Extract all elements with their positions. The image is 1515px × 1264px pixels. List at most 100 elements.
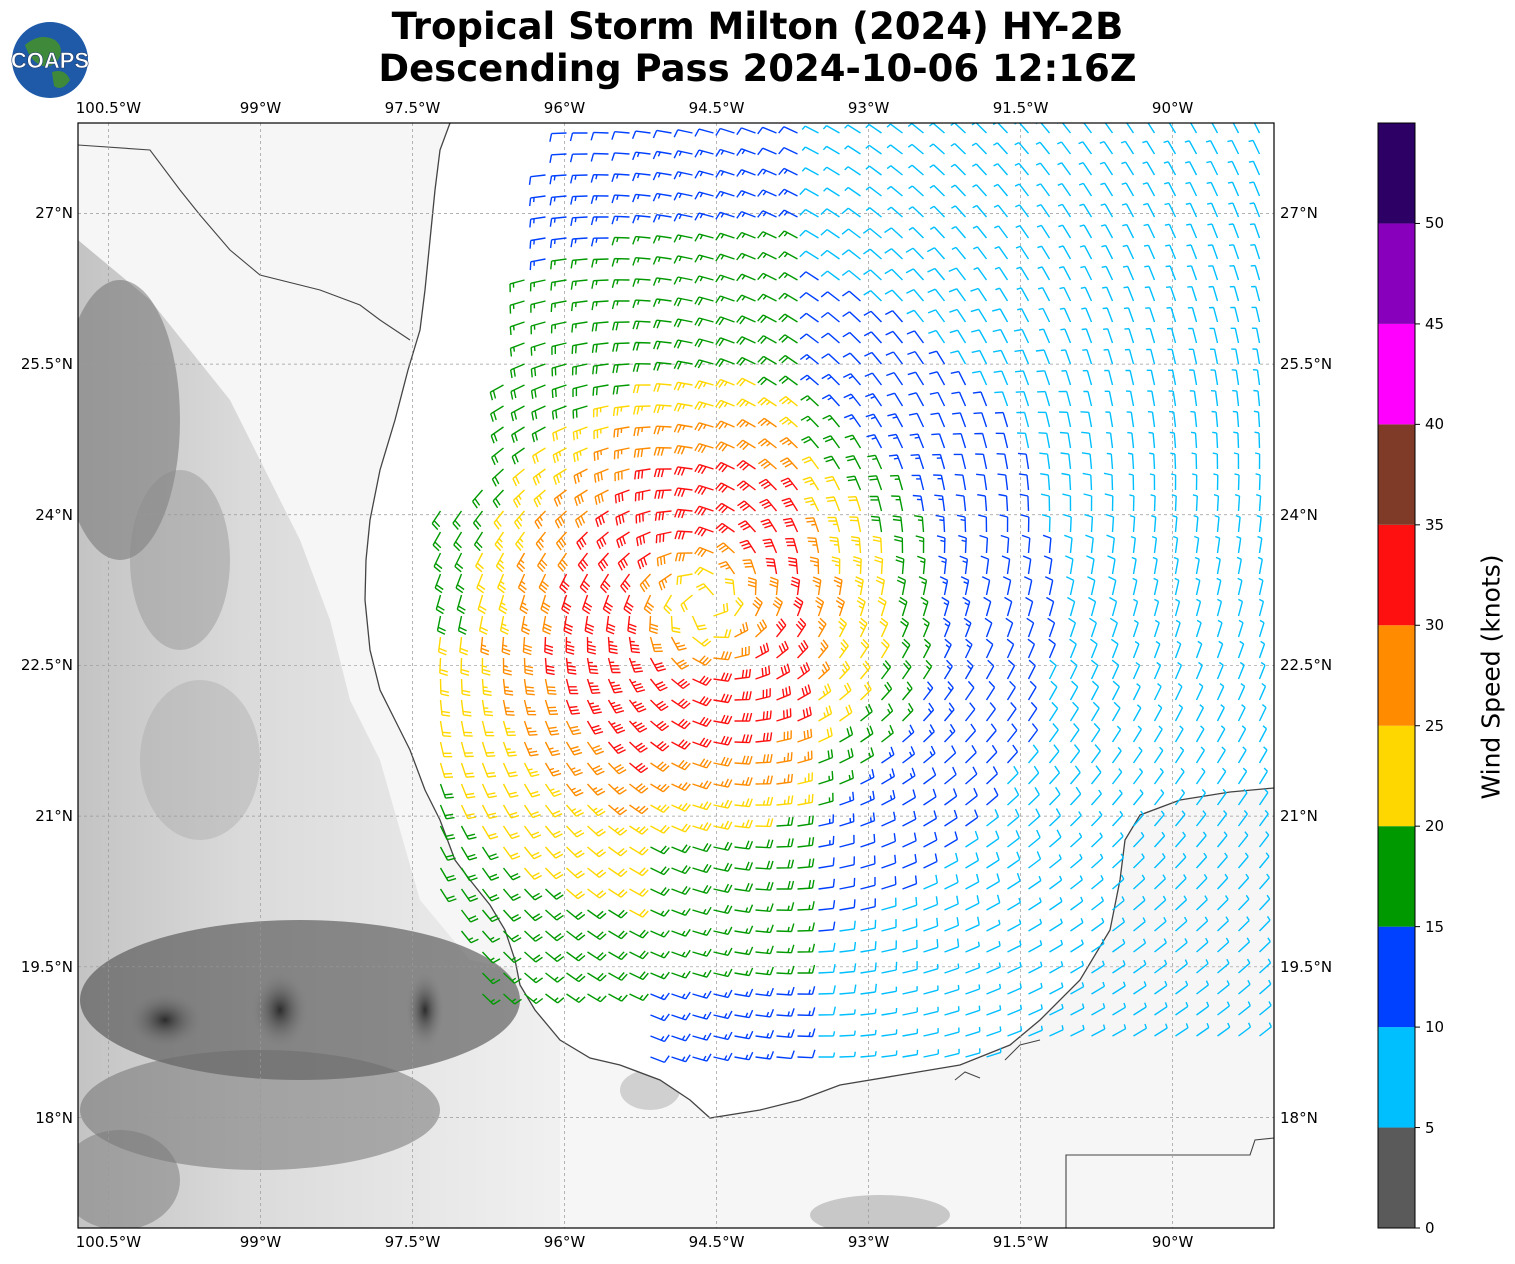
wind-barb-stroke [694,149,714,158]
wind-barb [510,384,525,400]
wind-barb [1099,161,1114,176]
wind-barb [929,205,945,218]
wind-barb-stroke [550,300,567,313]
wind-barb [694,380,714,390]
wind-barb [1035,141,1051,155]
wind-barb-stroke [736,252,756,261]
wind-barb [576,531,588,550]
wind-barb [1014,141,1030,155]
colorbar-label: 15 [1425,917,1445,936]
wind-barb [611,236,630,246]
wind-barb-stroke [948,288,967,302]
wind-barb [632,384,651,394]
wind-barb-stroke [951,225,967,239]
wind-barb [1213,473,1219,491]
wind-barb-stroke [865,123,882,134]
wind-barb [591,279,609,289]
wind-barb-stroke [611,279,630,288]
wind-barb [759,498,778,512]
lat-tick-label-left: 24°N [35,505,73,524]
wind-barb-stroke [1078,182,1093,197]
wind-barb [1036,203,1051,218]
wind-barb [591,258,609,268]
wind-barb-stroke [950,184,967,197]
wind-barb-stroke [1165,265,1177,281]
wind-barb [971,123,987,134]
wind-barb [515,531,526,551]
wind-barb-stroke [927,288,946,302]
colorbar-segment [1378,1027,1415,1128]
wind-barb [1229,265,1240,281]
wind-barb-stroke [821,353,840,365]
wind-barb-stroke [884,289,904,302]
wind-barb-stroke [1035,162,1051,176]
wind-barb-stroke [869,495,883,512]
wind-barb-stroke [652,150,672,160]
wind-barb [694,463,714,475]
wind-barb [715,253,735,262]
wind-barb [779,437,798,449]
wind-barb-stroke [590,195,609,204]
wind-barb [975,453,988,470]
wind-barb-stroke [1207,223,1219,239]
wind-barb-stroke [1013,328,1030,344]
wind-barb [1078,123,1093,134]
wind-barb [570,258,588,269]
wind-barb [652,192,672,202]
wind-barb [694,317,714,327]
wind-barb-stroke [529,195,546,207]
wind-barb-stroke [992,328,1009,344]
wind-barb [1149,452,1156,470]
wind-barb-stroke [1187,286,1198,302]
wind-barb-stroke [992,308,1009,323]
wind-barb-stroke [1165,244,1177,260]
wind-barb-stroke [694,484,714,495]
wind-barb [736,418,756,428]
wind-barb-stroke [653,468,672,478]
wind-barb [884,248,903,260]
wind-barb-stroke [550,258,567,270]
wind-barb-stroke [906,309,925,323]
wind-barb-stroke [905,268,925,281]
wind-barb-stroke [1038,307,1051,323]
wind-barb-stroke [845,455,862,470]
wind-barb-stroke [615,510,630,526]
wind-barb [530,384,546,399]
wind-barb [549,216,567,227]
wind-barb [1015,225,1030,239]
wind-barb-stroke [655,531,672,544]
wind-barb-stroke [570,216,588,227]
lon-tick-label-bottom: 99°W [239,1233,282,1251]
wind-barb-stroke [1227,160,1240,176]
wind-barb [1081,307,1093,323]
wind-barb [736,273,756,282]
wind-barb-stroke [1206,202,1219,218]
wind-barb [1212,431,1219,449]
wind-barb-stroke [1103,328,1114,344]
wind-barb [1082,349,1093,365]
wind-barb [1080,286,1093,302]
wind-barb [1166,327,1177,344]
wind-barb-stroke [509,300,525,314]
wind-barb-stroke [1078,141,1093,155]
wind-barb [1040,493,1051,512]
wind-barb-stroke [674,508,693,519]
wind-barb-stroke [993,370,1009,386]
wind-barb [509,321,525,336]
wind-barb-stroke [550,279,567,291]
wind-barb-stroke [534,510,546,530]
wind-barb [574,489,588,507]
wind-barb [1228,202,1240,218]
wind-barb-stroke [778,375,798,386]
wind-barb-stroke [887,206,903,218]
wind-barb [1171,494,1177,512]
wind-barb [1104,493,1114,512]
wind-barb [841,249,861,260]
wind-barb [715,190,735,199]
wind-barb [1185,161,1198,176]
wind-barb-stroke [1145,327,1156,344]
wind-barb [673,487,693,497]
wind-barb-stroke [1211,123,1219,134]
wind-barb [511,426,525,443]
wind-barb-stroke [929,391,946,407]
